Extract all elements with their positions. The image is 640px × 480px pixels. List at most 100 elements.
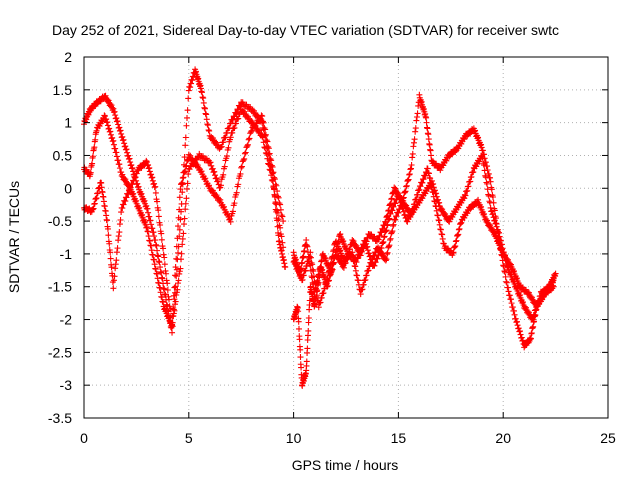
data-point bbox=[304, 243, 311, 250]
y-tick-label: 1.5 bbox=[53, 82, 73, 98]
data-point bbox=[152, 266, 159, 273]
data-point bbox=[484, 180, 491, 187]
data-point bbox=[334, 240, 341, 247]
data-point bbox=[510, 307, 517, 314]
data-point bbox=[416, 186, 423, 193]
data-point bbox=[485, 192, 492, 199]
data-point bbox=[176, 226, 183, 233]
data-point bbox=[130, 177, 137, 184]
x-tick-label: 5 bbox=[185, 430, 193, 446]
data-point bbox=[185, 95, 192, 102]
data-point bbox=[173, 289, 180, 296]
data-point bbox=[481, 167, 488, 174]
data-point bbox=[275, 216, 282, 223]
data-point bbox=[454, 232, 461, 239]
data-point bbox=[240, 157, 247, 164]
data-point bbox=[175, 280, 182, 287]
data-point bbox=[491, 217, 498, 224]
data-point bbox=[507, 262, 514, 269]
data-point bbox=[148, 242, 155, 249]
data-point bbox=[332, 252, 339, 259]
data-point bbox=[212, 172, 218, 179]
data-point bbox=[278, 212, 285, 219]
data-point bbox=[482, 174, 489, 181]
data-point bbox=[533, 304, 540, 311]
data-point bbox=[157, 268, 164, 275]
data-point bbox=[181, 215, 188, 222]
data-point bbox=[404, 177, 411, 184]
data-point bbox=[233, 189, 240, 196]
data-point bbox=[296, 336, 303, 343]
data-point bbox=[173, 255, 180, 262]
data-point bbox=[154, 275, 161, 282]
data-point bbox=[157, 264, 164, 271]
data-point bbox=[312, 301, 319, 308]
data-point bbox=[330, 247, 337, 254]
y-axis-title: SDTVAR / TECUs bbox=[6, 181, 22, 293]
data-point bbox=[359, 286, 366, 293]
data-point bbox=[181, 221, 188, 228]
data-point bbox=[158, 230, 165, 237]
data-point bbox=[531, 311, 538, 318]
data-point bbox=[155, 280, 162, 287]
data-point bbox=[282, 264, 289, 271]
data-point bbox=[382, 227, 389, 234]
data-point bbox=[167, 306, 174, 313]
data-point bbox=[354, 255, 361, 262]
data-point bbox=[313, 292, 320, 299]
data-point bbox=[325, 268, 332, 275]
data-point bbox=[457, 220, 464, 227]
data-point bbox=[277, 206, 284, 213]
data-point bbox=[245, 136, 252, 143]
data-point bbox=[201, 104, 208, 111]
data-point bbox=[169, 329, 176, 336]
data-point bbox=[275, 194, 282, 201]
data-point bbox=[203, 116, 210, 123]
data-point bbox=[439, 231, 446, 238]
data-point bbox=[91, 200, 98, 207]
data-point bbox=[158, 294, 165, 301]
data-point bbox=[151, 180, 158, 187]
data-point bbox=[93, 127, 100, 134]
data-point bbox=[165, 293, 172, 300]
data-point bbox=[518, 334, 525, 341]
data-point bbox=[366, 250, 373, 257]
data-point bbox=[354, 272, 361, 279]
data-point bbox=[161, 286, 168, 293]
data-point bbox=[175, 214, 182, 221]
y-tick-label: -1 bbox=[60, 246, 73, 262]
data-point bbox=[172, 298, 179, 305]
data-point bbox=[164, 287, 171, 294]
data-point bbox=[129, 164, 136, 171]
data-point bbox=[387, 235, 394, 242]
data-point bbox=[231, 124, 238, 131]
data-point bbox=[349, 249, 356, 256]
data-point bbox=[120, 136, 127, 143]
data-point bbox=[244, 143, 251, 150]
data-point bbox=[539, 296, 546, 303]
data-point bbox=[144, 205, 151, 212]
data-point bbox=[161, 261, 168, 268]
data-point bbox=[178, 180, 185, 187]
data-point bbox=[229, 129, 236, 136]
data-point bbox=[149, 251, 156, 258]
data-point bbox=[458, 219, 465, 226]
data-point bbox=[274, 188, 281, 195]
data-point bbox=[436, 221, 443, 228]
series-track-a bbox=[81, 66, 289, 336]
data-point bbox=[406, 171, 413, 178]
data-point bbox=[339, 263, 346, 270]
data-point bbox=[181, 169, 188, 176]
data-point bbox=[166, 296, 173, 303]
data-point bbox=[451, 243, 458, 250]
data-point bbox=[112, 145, 119, 152]
data-point bbox=[175, 223, 182, 230]
data-point bbox=[220, 203, 227, 210]
data-point bbox=[393, 213, 400, 220]
data-point bbox=[151, 233, 158, 240]
data-point bbox=[415, 102, 422, 109]
data-point bbox=[280, 244, 287, 251]
data-point bbox=[330, 248, 337, 255]
data-point bbox=[179, 235, 186, 242]
data-point bbox=[499, 246, 506, 253]
